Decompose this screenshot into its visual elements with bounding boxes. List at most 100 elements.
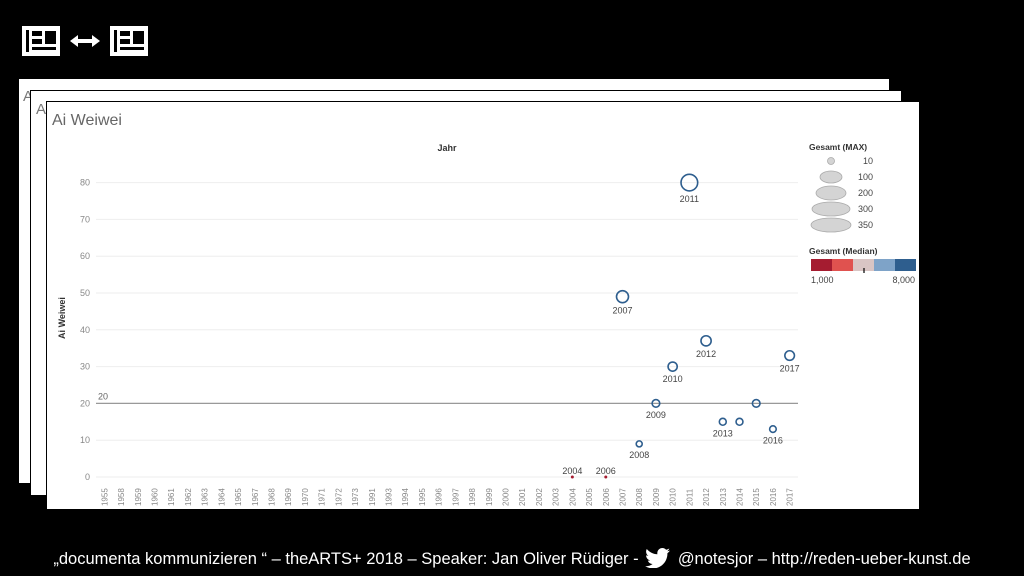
point-label: 2013 [713,428,733,438]
y-tick-label: 70 [80,214,90,224]
color-legend-max: 8,000 [892,275,915,285]
data-point [570,475,574,479]
y-tick-label: 10 [80,435,90,445]
color-legend-swatch [874,259,895,271]
x-tick-label: 2006 [602,488,611,506]
size-legend-mark [810,217,852,233]
data-point [768,425,778,434]
data-point [604,475,608,479]
data-point [735,417,744,427]
x-tick-label: 2013 [719,488,728,506]
point-label: 2009 [646,410,666,420]
x-tick-label: 1991 [368,488,377,506]
newspaper-icon [22,26,60,56]
x-tick-label: 1962 [184,488,193,506]
x-tick-label: 1961 [167,488,176,506]
x-tick-label: 1993 [385,488,394,506]
chart-card [46,101,920,510]
x-tick-label: 2010 [669,488,678,506]
x-tick-label: 1973 [351,488,360,506]
data-point [651,398,661,409]
y-tick-label: 60 [80,251,90,261]
x-tick-label: 2002 [535,488,544,506]
color-legend-title: Gesamt (Median) [809,246,878,256]
point-label: 2016 [763,435,783,445]
x-tick-label: 2009 [652,488,661,506]
size-legend-mark [819,170,843,184]
x-tick-label: 1969 [284,488,293,506]
x-tick-label: 1958 [117,488,126,506]
data-point [751,398,761,409]
newspaper-icon [110,26,148,56]
reference-line-label: 20 [98,391,108,401]
data-point [635,440,644,448]
x-tick-label: 2011 [685,488,694,506]
size-legend-label: 200 [858,188,873,198]
x-axis-title: Jahr [437,143,457,153]
x-tick-label: 2007 [619,488,628,506]
size-legend-label: 10 [863,156,873,166]
size-legend-label: 300 [858,204,873,214]
color-legend-swatch [895,259,916,271]
point-label: 2012 [696,349,716,359]
x-tick-label: 2015 [752,488,761,506]
data-point [680,173,699,192]
x-tick-label: 2014 [736,488,745,506]
x-tick-label: 1959 [134,488,143,506]
point-label: 2011 [680,194,699,204]
x-tick-label: 1994 [401,488,410,506]
footer: „documenta kommunizieren “ – theARTS+ 20… [0,548,1024,569]
x-tick-label: 1972 [334,488,343,506]
data-point [700,334,712,347]
x-tick-label: 2005 [585,488,594,506]
x-tick-label: 2000 [502,488,511,506]
data-point [718,417,728,427]
x-tick-label: 1998 [468,488,477,506]
footer-handle-text: @notesjor – http://reden-ueber-kunst.de [677,550,971,568]
point-label: 2010 [663,374,683,384]
x-tick-label: 1996 [435,488,444,506]
x-tick-label: 2017 [786,488,795,506]
x-tick-label: 1970 [301,488,310,506]
y-tick-label: 30 [80,362,90,372]
x-tick-label: 1995 [418,488,427,506]
x-tick-label: 1967 [251,488,260,506]
color-legend-swatch [832,259,853,271]
point-label: 2008 [629,450,649,460]
y-tick-label: 20 [80,398,90,408]
size-legend-title: Gesamt (MAX) [809,142,867,152]
y-tick-label: 40 [80,325,90,335]
data-point [615,289,630,304]
point-label: 2017 [780,363,800,373]
x-tick-label: 2008 [635,488,644,506]
x-tick-label: 2012 [702,488,711,506]
y-axis-title: Ai Weiwei [57,297,67,339]
x-tick-label: 1971 [318,488,327,506]
header-icons [20,24,150,58]
y-tick-label: 0 [85,472,90,482]
x-tick-label: 1968 [268,488,277,506]
x-tick-label: 2003 [552,488,561,506]
size-legend-mark [827,157,835,165]
x-tick-label: 1955 [100,488,109,506]
point-label: 2006 [596,466,616,476]
x-tick-label: 1965 [234,488,243,506]
x-tick-label: 1999 [485,488,494,506]
swap-arrows-icon [70,35,100,47]
x-tick-label: 1964 [217,488,226,506]
size-legend-mark [811,201,851,217]
x-tick-label: 2016 [769,488,778,506]
chart-title: Ai Weiwei [52,112,122,129]
y-tick-label: 50 [80,288,90,298]
footer-text: „documenta kommunizieren “ – theARTS+ 20… [53,550,639,568]
data-point [784,349,796,362]
size-legend-label: 100 [858,172,873,182]
size-legend-mark [815,185,847,201]
data-point [667,361,679,372]
point-label: 2007 [612,306,632,316]
x-tick-label: 1963 [201,488,210,506]
y-tick-label: 80 [80,178,90,188]
color-legend-min: 1,000 [811,275,834,285]
x-tick-label: 1997 [451,488,460,506]
